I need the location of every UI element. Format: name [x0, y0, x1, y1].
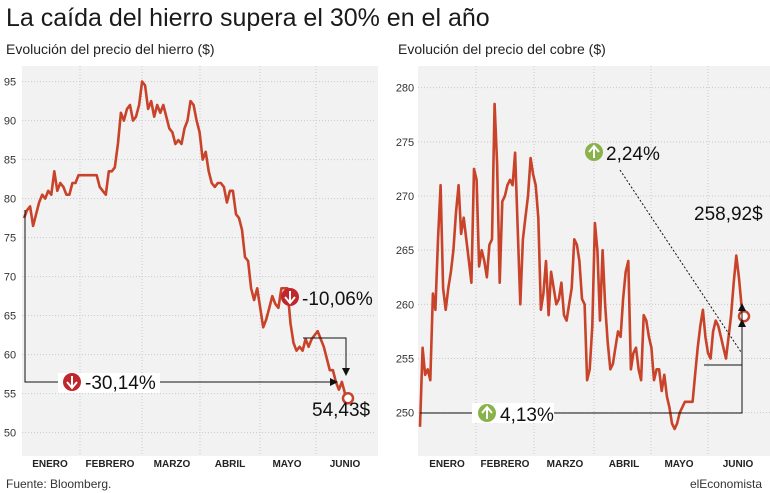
arrow-up-icon: [478, 404, 496, 422]
iron-recent-bracket: [303, 337, 350, 376]
copper-y-tick-label: 260: [396, 299, 414, 311]
iron-y-tick-label: 65: [4, 311, 16, 323]
copper-recent-change-label: 2,24%: [606, 144, 660, 165]
copper-month-label: ENERO: [429, 459, 465, 470]
publisher-logo-text: elEconomista: [689, 477, 762, 491]
iron-month-label: FEBRERO: [86, 459, 135, 470]
iron-chart: 95 90 85 80 75 70 65 60 55 50 ENERO FEBRERO MARZO AB…: [4, 66, 378, 470]
copper-month-label: MAYO: [664, 459, 693, 470]
iron-y-tick-label: 95: [4, 77, 16, 89]
iron-month-label: ENERO: [32, 459, 68, 470]
iron-price-line: [22, 80, 350, 399]
copper-y-tick-label: 270: [396, 191, 414, 203]
copper-month-label: JUNIO: [723, 459, 754, 470]
page-title: La caída del hierro supera el 30% en el …: [6, 4, 490, 32]
copper-y-tick-label: 250: [396, 408, 414, 420]
iron-y-tick-label: 85: [4, 155, 16, 167]
iron-y-tick-label: 50: [4, 428, 16, 440]
copper-y-tick-label: 280: [396, 83, 414, 95]
iron-last-point-marker: [341, 392, 355, 405]
copper-y-tick-label: 275: [396, 137, 414, 149]
iron-y-tick-label: 55: [4, 389, 16, 401]
copper-last-price-label: 258,92$: [694, 204, 763, 225]
source-note: Fuente: Bloomberg.: [6, 477, 112, 491]
iron-y-tick-label: 70: [4, 272, 16, 284]
arrow-down-icon: [63, 373, 81, 391]
copper-month-label: FEBRERO: [481, 459, 530, 470]
iron-y-tick-label: 80: [4, 194, 16, 206]
copper-y-tick-label: 265: [396, 245, 414, 257]
iron-month-label: ABRIL: [215, 459, 246, 470]
iron-recent-change-label: -10,06%: [302, 289, 373, 310]
iron-y-tick-label: 75: [4, 233, 16, 245]
copper-trend-dashed-line: [619, 169, 742, 353]
copper-y-tick-label: 255: [396, 354, 414, 366]
iron-ytd-label-bg: [58, 373, 160, 393]
arrow-up-icon: [585, 143, 603, 161]
copper-month-label: MARZO: [547, 459, 584, 470]
iron-ytd-bracket: [24, 210, 338, 386]
copper-last-point-marker: [737, 310, 751, 323]
iron-ytd-change-label: -30,14%: [85, 373, 156, 394]
copper-price-line: [418, 102, 746, 431]
iron-last-price-label: 54,43$: [312, 400, 371, 421]
copper-chart-title: Evolución del precio del cobre ($): [398, 41, 606, 57]
iron-y-tick-label: 60: [4, 350, 16, 362]
copper-month-label: ABRIL: [609, 459, 640, 470]
iron-chart-title: Evolución del precio del hierro ($): [6, 41, 215, 57]
iron-y-tick-label: 90: [4, 116, 16, 128]
copper-chart: 280 275 270 265 260 255 250 ENERO FEBRERO MARZO A…: [396, 66, 770, 470]
copper-ytd-change-label: 4,13%: [500, 405, 554, 426]
iron-month-label: MARZO: [154, 459, 191, 470]
iron-month-label: MAYO: [272, 459, 301, 470]
iron-month-label: JUNIO: [330, 459, 361, 470]
arrow-down-icon: [281, 288, 299, 306]
